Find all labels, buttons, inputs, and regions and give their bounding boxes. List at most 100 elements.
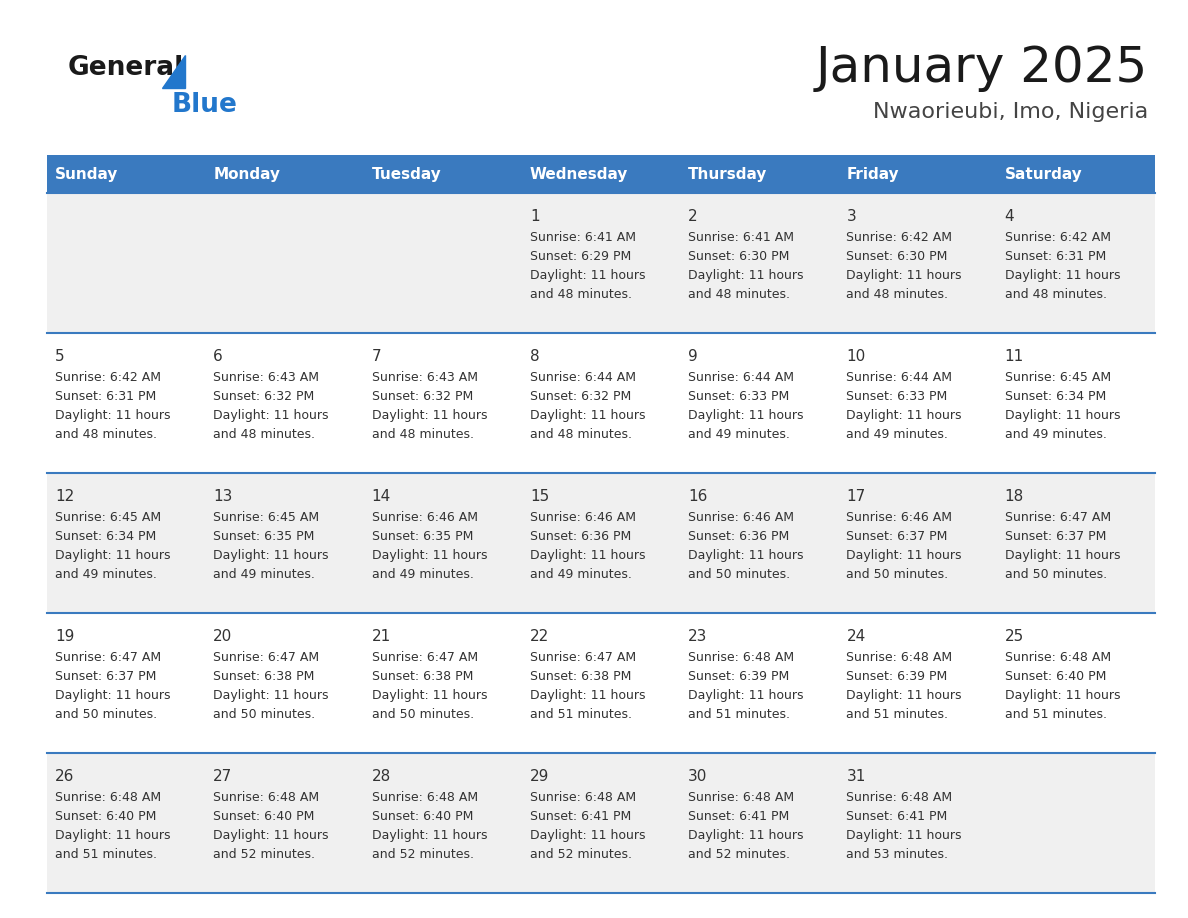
Text: Daylight: 11 hours: Daylight: 11 hours — [214, 829, 329, 842]
Text: and 48 minutes.: and 48 minutes. — [530, 288, 632, 301]
Text: and 49 minutes.: and 49 minutes. — [214, 568, 315, 581]
Text: Daylight: 11 hours: Daylight: 11 hours — [1005, 549, 1120, 562]
Text: Sunset: 6:31 PM: Sunset: 6:31 PM — [55, 390, 157, 403]
Text: Sunset: 6:41 PM: Sunset: 6:41 PM — [688, 810, 789, 823]
Text: Sunset: 6:34 PM: Sunset: 6:34 PM — [1005, 390, 1106, 403]
Text: Sunrise: 6:48 AM: Sunrise: 6:48 AM — [214, 791, 320, 804]
Text: and 52 minutes.: and 52 minutes. — [214, 848, 315, 861]
Text: Sunset: 6:39 PM: Sunset: 6:39 PM — [688, 670, 789, 683]
Text: Daylight: 11 hours: Daylight: 11 hours — [688, 829, 803, 842]
Text: Sunset: 6:39 PM: Sunset: 6:39 PM — [846, 670, 948, 683]
Text: Sunset: 6:40 PM: Sunset: 6:40 PM — [214, 810, 315, 823]
Text: Sunrise: 6:48 AM: Sunrise: 6:48 AM — [688, 791, 795, 804]
Text: Daylight: 11 hours: Daylight: 11 hours — [55, 689, 171, 702]
Text: Daylight: 11 hours: Daylight: 11 hours — [530, 549, 645, 562]
Text: Thursday: Thursday — [688, 166, 767, 182]
Text: Sunset: 6:38 PM: Sunset: 6:38 PM — [372, 670, 473, 683]
Text: Daylight: 11 hours: Daylight: 11 hours — [372, 409, 487, 422]
Polygon shape — [162, 55, 185, 88]
Text: Sunset: 6:37 PM: Sunset: 6:37 PM — [1005, 530, 1106, 543]
Text: 13: 13 — [214, 489, 233, 504]
Text: 21: 21 — [372, 629, 391, 644]
Text: Daylight: 11 hours: Daylight: 11 hours — [372, 549, 487, 562]
Text: 30: 30 — [688, 769, 708, 784]
Text: and 49 minutes.: and 49 minutes. — [372, 568, 474, 581]
Text: 29: 29 — [530, 769, 549, 784]
Text: and 51 minutes.: and 51 minutes. — [846, 708, 948, 721]
Text: and 50 minutes.: and 50 minutes. — [372, 708, 474, 721]
Text: General: General — [68, 55, 184, 81]
Text: 31: 31 — [846, 769, 866, 784]
Text: 19: 19 — [55, 629, 75, 644]
Text: and 50 minutes.: and 50 minutes. — [1005, 568, 1107, 581]
Text: and 49 minutes.: and 49 minutes. — [846, 428, 948, 441]
Text: Daylight: 11 hours: Daylight: 11 hours — [688, 689, 803, 702]
Text: Sunrise: 6:47 AM: Sunrise: 6:47 AM — [55, 651, 162, 664]
Text: Sunset: 6:37 PM: Sunset: 6:37 PM — [55, 670, 157, 683]
Text: Daylight: 11 hours: Daylight: 11 hours — [530, 829, 645, 842]
Text: Sunrise: 6:43 AM: Sunrise: 6:43 AM — [214, 371, 320, 384]
Text: Daylight: 11 hours: Daylight: 11 hours — [530, 269, 645, 282]
Text: Daylight: 11 hours: Daylight: 11 hours — [530, 689, 645, 702]
Bar — [48, 613, 1155, 753]
Text: January 2025: January 2025 — [816, 44, 1148, 92]
Text: 11: 11 — [1005, 349, 1024, 364]
Bar — [48, 333, 1155, 473]
Text: Sunset: 6:32 PM: Sunset: 6:32 PM — [530, 390, 631, 403]
Text: Sunrise: 6:47 AM: Sunrise: 6:47 AM — [372, 651, 478, 664]
Text: Daylight: 11 hours: Daylight: 11 hours — [55, 549, 171, 562]
Text: Daylight: 11 hours: Daylight: 11 hours — [372, 829, 487, 842]
Text: Sunrise: 6:42 AM: Sunrise: 6:42 AM — [846, 231, 953, 244]
Text: Sunrise: 6:47 AM: Sunrise: 6:47 AM — [214, 651, 320, 664]
Text: Sunrise: 6:46 AM: Sunrise: 6:46 AM — [688, 511, 794, 524]
Text: Sunset: 6:40 PM: Sunset: 6:40 PM — [55, 810, 157, 823]
Text: 5: 5 — [55, 349, 64, 364]
Text: and 49 minutes.: and 49 minutes. — [688, 428, 790, 441]
Text: Sunset: 6:29 PM: Sunset: 6:29 PM — [530, 250, 631, 263]
Text: 9: 9 — [688, 349, 697, 364]
Text: Daylight: 11 hours: Daylight: 11 hours — [846, 689, 962, 702]
Text: Friday: Friday — [846, 166, 899, 182]
Text: and 48 minutes.: and 48 minutes. — [530, 428, 632, 441]
Text: Saturday: Saturday — [1005, 166, 1082, 182]
Text: 6: 6 — [214, 349, 223, 364]
Text: Sunday: Sunday — [55, 166, 119, 182]
Text: and 50 minutes.: and 50 minutes. — [55, 708, 157, 721]
Text: Sunrise: 6:42 AM: Sunrise: 6:42 AM — [55, 371, 162, 384]
Text: Daylight: 11 hours: Daylight: 11 hours — [55, 409, 171, 422]
Text: and 51 minutes.: and 51 minutes. — [688, 708, 790, 721]
Text: and 52 minutes.: and 52 minutes. — [372, 848, 474, 861]
Text: Sunrise: 6:48 AM: Sunrise: 6:48 AM — [530, 791, 636, 804]
Text: Sunrise: 6:46 AM: Sunrise: 6:46 AM — [372, 511, 478, 524]
Text: Daylight: 11 hours: Daylight: 11 hours — [688, 409, 803, 422]
Text: Sunset: 6:40 PM: Sunset: 6:40 PM — [1005, 670, 1106, 683]
Text: Sunrise: 6:42 AM: Sunrise: 6:42 AM — [1005, 231, 1111, 244]
Text: Daylight: 11 hours: Daylight: 11 hours — [530, 409, 645, 422]
Text: Sunset: 6:32 PM: Sunset: 6:32 PM — [214, 390, 315, 403]
Text: Nwaorieubi, Imo, Nigeria: Nwaorieubi, Imo, Nigeria — [873, 102, 1148, 122]
Bar — [48, 155, 1155, 193]
Text: Sunrise: 6:48 AM: Sunrise: 6:48 AM — [372, 791, 478, 804]
Text: Sunrise: 6:45 AM: Sunrise: 6:45 AM — [55, 511, 162, 524]
Text: Sunrise: 6:44 AM: Sunrise: 6:44 AM — [688, 371, 794, 384]
Text: Sunset: 6:32 PM: Sunset: 6:32 PM — [372, 390, 473, 403]
Text: and 52 minutes.: and 52 minutes. — [530, 848, 632, 861]
Text: Daylight: 11 hours: Daylight: 11 hours — [688, 549, 803, 562]
Text: 8: 8 — [530, 349, 539, 364]
Text: Sunset: 6:38 PM: Sunset: 6:38 PM — [214, 670, 315, 683]
Text: Sunrise: 6:44 AM: Sunrise: 6:44 AM — [530, 371, 636, 384]
Text: Sunset: 6:31 PM: Sunset: 6:31 PM — [1005, 250, 1106, 263]
Text: Daylight: 11 hours: Daylight: 11 hours — [846, 829, 962, 842]
Text: and 51 minutes.: and 51 minutes. — [1005, 708, 1107, 721]
Bar — [48, 753, 1155, 893]
Text: Tuesday: Tuesday — [372, 166, 441, 182]
Text: Sunset: 6:30 PM: Sunset: 6:30 PM — [846, 250, 948, 263]
Text: 25: 25 — [1005, 629, 1024, 644]
Text: 15: 15 — [530, 489, 549, 504]
Text: Blue: Blue — [172, 92, 238, 118]
Text: Sunrise: 6:45 AM: Sunrise: 6:45 AM — [1005, 371, 1111, 384]
Text: Sunrise: 6:46 AM: Sunrise: 6:46 AM — [530, 511, 636, 524]
Text: and 50 minutes.: and 50 minutes. — [846, 568, 948, 581]
Text: Sunset: 6:36 PM: Sunset: 6:36 PM — [688, 530, 789, 543]
Text: 16: 16 — [688, 489, 708, 504]
